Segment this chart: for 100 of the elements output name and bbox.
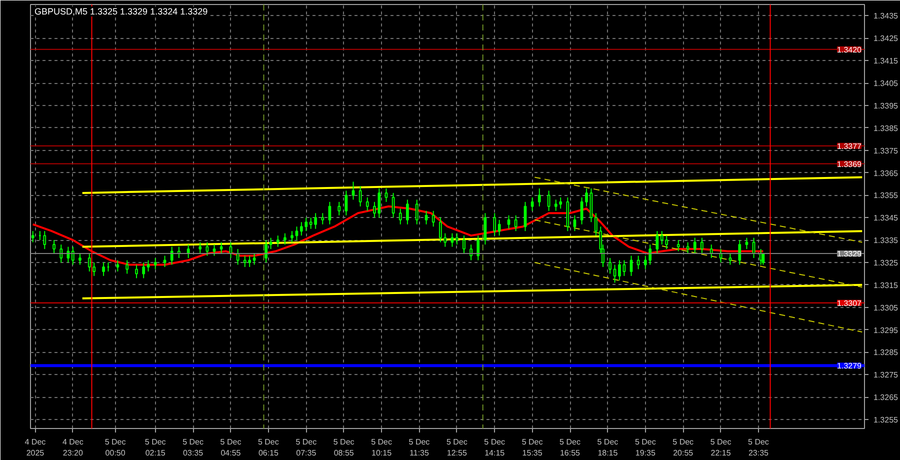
candlestick [154,258,157,270]
x-tick-label: 5 Dec 03:35 [182,438,204,458]
candlestick [514,214,518,232]
candlestick [498,219,501,236]
candlestick [338,201,341,216]
candlestick [366,196,369,212]
candlestick [547,190,550,212]
candlestick [608,258,612,274]
candlestick [252,253,256,266]
candlestick [284,232,286,246]
ref-line-label: 1.3420 [837,45,862,54]
candlestick [507,214,510,230]
x-tick-label: 5 Dec 20:55 [672,438,694,458]
x-tick-label: 5 Dec 14:15 [484,438,506,458]
candlestick [476,235,480,261]
x-tick-label: 5 Dec 23:35 [748,438,770,458]
candlestick [126,260,129,274]
candlestick [102,262,105,276]
y-tick-label: 1.3335 [874,236,899,246]
x-tick-label: 5 Dec 02:15 [144,438,166,458]
candlestick [728,253,732,266]
y-tick-label: 1.3375 [874,146,899,156]
y-tick-label: 1.3345 [874,214,899,223]
candlestick [352,181,355,200]
candlestick [630,255,633,276]
candlestick [146,260,150,272]
candlestick [300,222,303,236]
candlestick [665,235,668,250]
y-tick-label: 1.3305 [874,303,899,312]
x-tick-label: 5 Dec 18:15 [597,438,618,458]
x-tick-label: 5 Dec 04:55 [220,438,242,458]
candlestick [206,242,209,256]
candlestick [636,255,640,270]
candlestick [700,237,704,254]
candlestick [236,248,240,266]
candlestick [656,230,659,254]
candlestick [398,208,402,225]
candlestick [276,235,280,248]
candlestick [432,210,435,228]
candlestick [530,196,534,212]
candlestick [618,260,621,281]
candlestick [444,232,447,248]
candlestick [71,246,74,266]
candlestick [321,212,324,225]
candlestick [745,237,748,250]
candlestick [264,240,268,263]
y-tick-label: 1.3255 [874,416,899,425]
y-tick-label: 1.3355 [874,191,899,200]
y-tick-label: 1.3275 [874,370,899,380]
candlestick [585,188,588,207]
candlestick [738,240,742,266]
candlestick [406,199,409,225]
x-tick-label: 4 Dec 2025 [24,438,46,458]
candlestick [438,217,442,243]
y-tick-label: 1.3435 [874,12,899,21]
candlestick [538,188,541,207]
candlestick [470,244,472,261]
x-tick-label: 5 Dec 12:55 [446,438,468,458]
candlestick [198,242,202,254]
y-tick-label: 1.3295 [874,326,899,335]
candlestick [88,253,91,272]
candlestick [163,255,166,268]
candlestick [450,232,454,248]
y-tick-label: 1.3285 [874,348,899,358]
candlestick [710,244,713,259]
candlestick [415,199,418,225]
x-tick-label: 4 Dec 23:20 [62,438,84,458]
candlestick [594,212,598,236]
candlestick [43,230,46,250]
x-tick-label: 5 Dec 22:15 [710,438,732,458]
y-tick-label: 1.3315 [874,280,899,290]
candlestick [220,242,223,254]
candlestick [135,264,138,279]
candlestick [290,230,294,243]
x-tick-label: 5 Dec 10:15 [371,438,392,458]
candlestick [304,217,308,232]
candlestick [295,226,298,241]
x-tick-label: 5 Dec 16:55 [560,438,581,458]
candlestick [455,232,458,246]
candlestick [116,260,120,272]
candlestick [78,253,82,266]
ref-line-label: 1.3307 [837,298,862,308]
x-tick-label: 5 Dec 11:35 [408,438,430,458]
y-tick-label: 1.3365 [874,168,899,178]
chart-title: GBPUSD,M5 1.3325 1.3329 1.3324 1.3329 [34,6,208,16]
candlestick [493,212,496,236]
y-tick-label: 1.3385 [874,124,899,133]
x-tick-label: 5 Dec 07:35 [296,438,317,458]
candlestick [384,188,388,202]
ref-line-label: 1.3279 [837,362,862,371]
ref-line-label: 1.3369 [837,160,862,169]
y-tick-label: 1.3425 [874,34,899,44]
candlestick [676,240,680,252]
candlestick [92,262,96,276]
x-tick-label: 5 Dec 15:35 [522,438,543,458]
candlestick [269,237,272,250]
candlestick [424,210,428,225]
candlestick [212,244,216,256]
candlestick [31,230,34,243]
ref-line-label: 1.3377 [837,142,862,151]
